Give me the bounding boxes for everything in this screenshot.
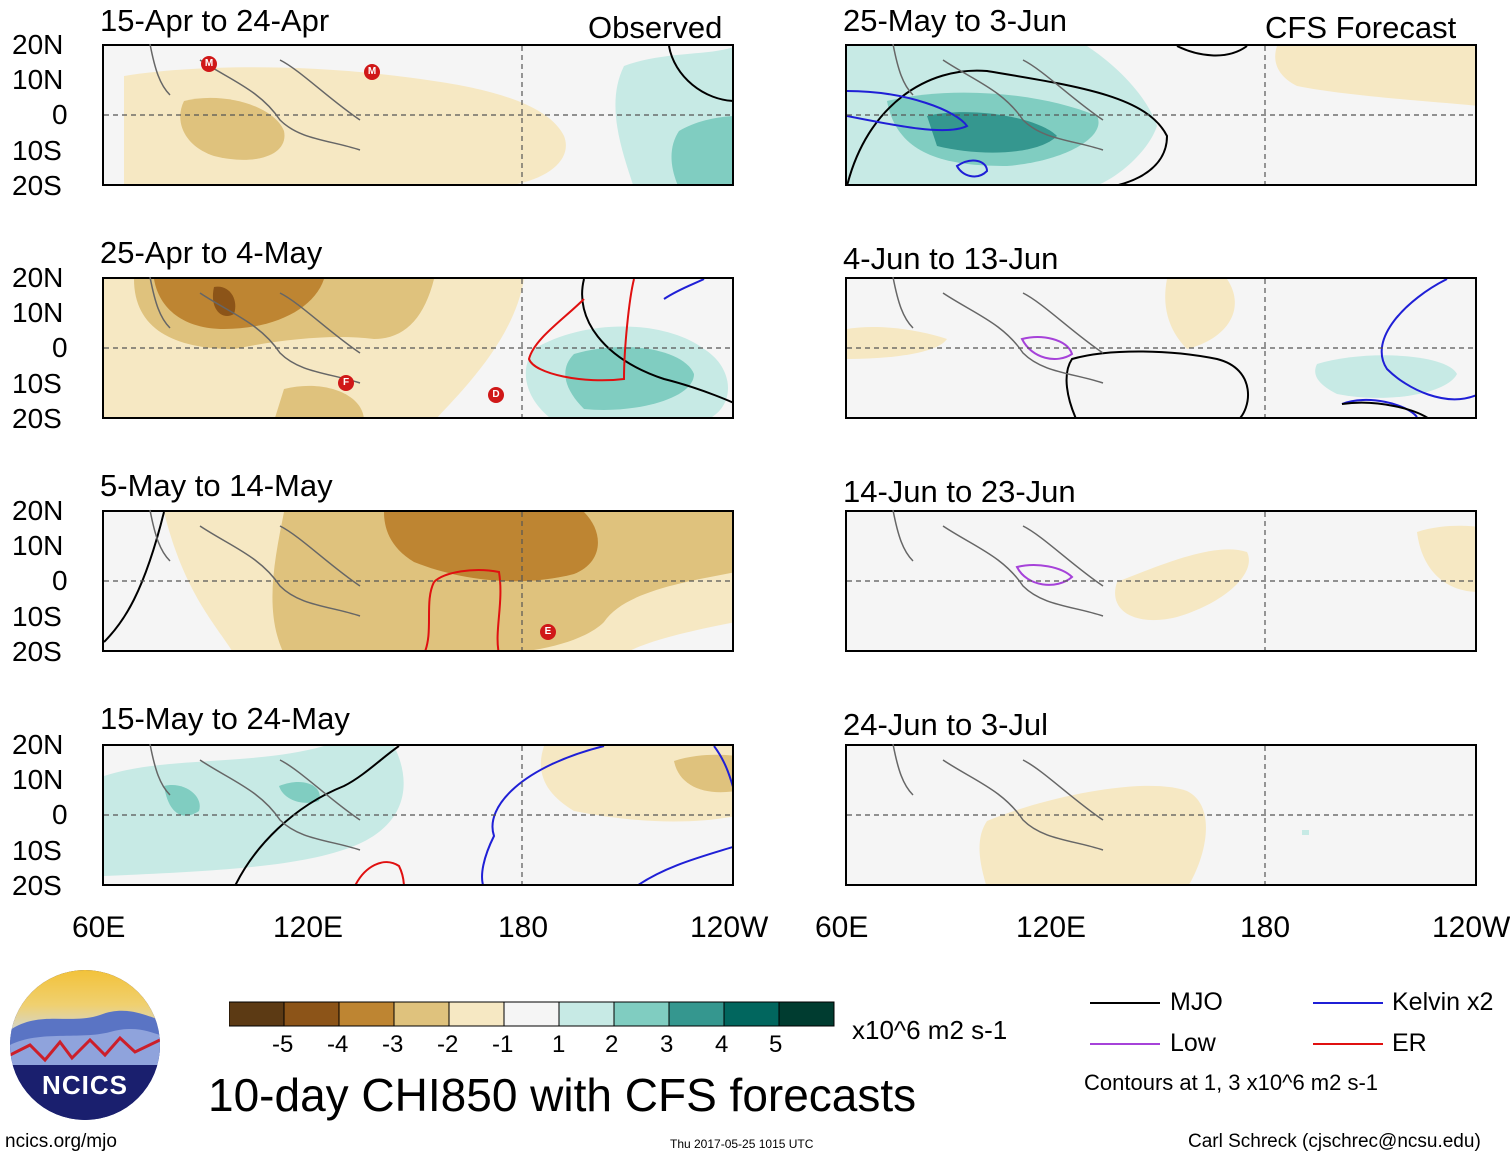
colorbar-tick: 5: [769, 1031, 783, 1058]
panel-title-6: 4-Jun to 13-Jun: [843, 241, 1059, 276]
panel-title-5: 25-May to 3-Jun: [843, 3, 1067, 38]
contour-note: Contours at 1, 3 x10^6 m2 s-1: [1084, 1070, 1379, 1095]
footer-author: Carl Schreck (cjschrec@ncsu.edu): [1188, 1131, 1481, 1152]
colorbar-swatch: [668, 1001, 725, 1027]
legend-label-er: ER: [1392, 1029, 1427, 1057]
lat-tick: 10S: [12, 135, 62, 166]
lon-tick: 120E: [1016, 911, 1087, 944]
lat-tick: 10N: [12, 297, 64, 328]
colorbar-swatch: [613, 1001, 670, 1027]
legend-swatch-mjo: [1090, 1002, 1160, 1004]
lat-tick: 0: [52, 565, 68, 596]
colorbar-swatches: [228, 1001, 835, 1027]
lat-tick: 10N: [12, 530, 64, 561]
colorbar-tick: -1: [492, 1031, 514, 1058]
storm-marker: D: [488, 387, 504, 403]
colorbar-tick: 2: [605, 1031, 619, 1058]
panel-title-2: 25-Apr to 4-May: [100, 235, 323, 270]
legend-label-mjo: MJO: [1170, 988, 1223, 1016]
lat-tick: 0: [52, 99, 68, 130]
lat-tick: 10N: [12, 64, 64, 95]
colorbar-tick: -4: [327, 1031, 349, 1058]
panel-title-3: 5-May to 14-May: [100, 468, 333, 503]
colorbar: [228, 1001, 835, 1034]
lat-tick: 0: [52, 332, 68, 363]
lat-tick: 10S: [12, 368, 62, 399]
lat-tick: 20N: [12, 262, 64, 293]
panel-title-1: 15-Apr to 24-Apr: [100, 3, 330, 38]
colorbar-tick: -2: [437, 1031, 459, 1058]
ncics-logo: NCICS: [10, 970, 160, 1120]
storm-marker: E: [540, 624, 556, 640]
lat-tick: 10S: [12, 835, 62, 866]
lon-tick: 60E: [72, 911, 126, 944]
colorbar-swatch: [778, 1001, 835, 1027]
footer-url[interactable]: ncics.org/mjo: [5, 1131, 117, 1152]
colorbar-tick: 3: [660, 1031, 674, 1058]
chart-title: 10-day CHI850 with CFS forecasts: [208, 1069, 917, 1121]
cfs-forecast-label: CFS Forecast: [1265, 10, 1457, 45]
lat-tick: 20N: [12, 495, 64, 526]
footer-timestamp: Thu 2017-05-25 1015 UTC: [670, 1137, 814, 1151]
lat-tick: 10N: [12, 764, 64, 795]
legend-swatch-kelvin: [1313, 1002, 1383, 1004]
lon-tick: 180: [498, 911, 549, 944]
lat-tick: 0: [52, 799, 68, 830]
colorbar-tick: -3: [382, 1031, 404, 1058]
logo-text: NCICS: [42, 1070, 128, 1100]
lon-tick: 120E: [273, 911, 344, 944]
colorbar-tick: 1: [552, 1031, 566, 1058]
colorbar-swatch: [228, 1001, 285, 1027]
legend-label-kelvin: Kelvin x2: [1392, 988, 1494, 1016]
colorbar-tick: 4: [715, 1031, 729, 1058]
panel-title-8: 24-Jun to 3-Jul: [843, 707, 1049, 742]
observed-label: Observed: [588, 10, 723, 45]
colorbar-swatch: [393, 1001, 450, 1027]
lon-tick: 180: [1240, 911, 1291, 944]
colorbar-units: x10^6 m2 s-1: [852, 1015, 1008, 1045]
panel-title-4: 15-May to 24-May: [100, 701, 350, 736]
colorbar-swatch: [558, 1001, 615, 1027]
panel-title-7: 14-Jun to 23-Jun: [843, 474, 1076, 509]
colorbar-swatch: [503, 1001, 560, 1027]
lat-tick: 20N: [12, 729, 64, 760]
lon-tick: 120W: [1432, 911, 1510, 944]
storm-marker: M: [201, 56, 217, 72]
lat-tick: 10S: [12, 601, 62, 632]
legend-swatch-er: [1313, 1043, 1383, 1045]
lat-tick: 20S: [12, 403, 62, 434]
legend-label-low: Low: [1170, 1029, 1216, 1057]
colorbar-swatch: [338, 1001, 395, 1027]
colorbar-tick: -5: [272, 1031, 294, 1058]
lat-tick: 20S: [12, 170, 62, 201]
colorbar-swatch: [283, 1001, 340, 1027]
storm-marker: F: [338, 375, 354, 391]
storm-marker: M: [364, 64, 380, 80]
colorbar-swatch: [723, 1001, 780, 1027]
lat-tick: 20S: [12, 870, 62, 901]
lat-tick: 20S: [12, 636, 62, 667]
lon-tick: 120W: [690, 911, 769, 944]
lat-tick: 20N: [12, 29, 64, 60]
colorbar-swatch: [448, 1001, 505, 1027]
lon-tick: 60E: [815, 911, 869, 944]
legend-swatch-low: [1090, 1043, 1160, 1045]
